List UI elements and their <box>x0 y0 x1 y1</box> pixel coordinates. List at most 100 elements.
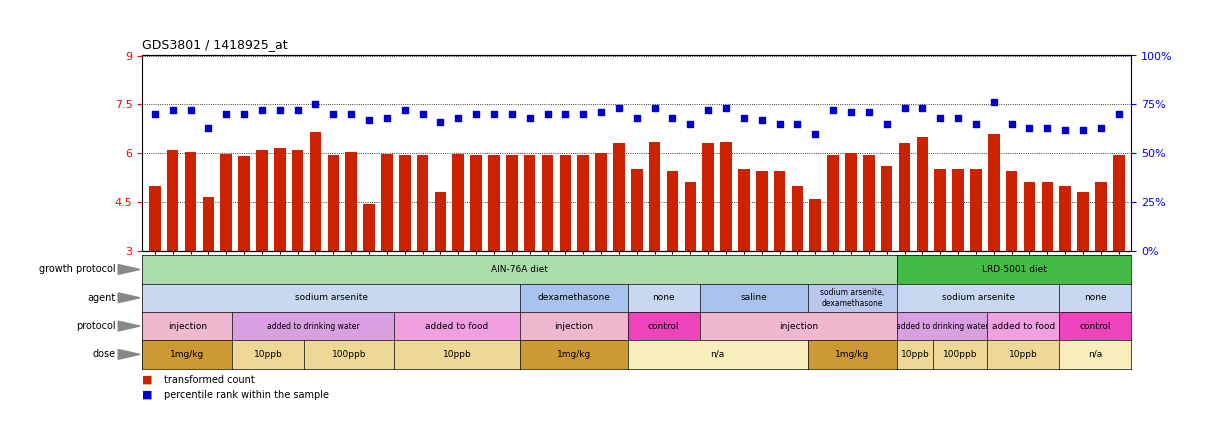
Bar <box>203 197 215 251</box>
Point <box>806 130 825 137</box>
Text: transformed count: transformed count <box>164 375 254 385</box>
Bar <box>560 155 572 251</box>
Point <box>306 101 326 108</box>
Text: dose: dose <box>93 349 116 359</box>
Point <box>181 107 200 114</box>
Point <box>663 115 683 122</box>
Text: added to drinking water: added to drinking water <box>267 321 359 331</box>
Bar <box>507 155 517 251</box>
Bar <box>1006 171 1018 251</box>
Bar <box>667 171 678 251</box>
Point <box>645 105 665 112</box>
Text: LRD-5001 diet: LRD-5001 diet <box>982 265 1047 274</box>
Text: ■: ■ <box>142 390 153 400</box>
Point <box>734 115 754 122</box>
Text: n/a: n/a <box>710 350 725 359</box>
Point <box>966 120 985 127</box>
Bar <box>328 155 339 251</box>
Point <box>895 105 914 112</box>
Point <box>217 111 236 118</box>
Bar <box>685 182 696 251</box>
Text: saline: saline <box>740 293 767 302</box>
Bar <box>470 155 482 251</box>
Bar <box>988 134 1000 251</box>
Point <box>341 111 361 118</box>
Text: 1mg/kg: 1mg/kg <box>557 350 591 359</box>
Text: added to food: added to food <box>426 321 488 331</box>
Point <box>824 107 843 114</box>
Text: control: control <box>648 321 679 331</box>
Bar <box>970 170 982 251</box>
Point <box>449 115 468 122</box>
Text: agent: agent <box>88 293 116 303</box>
Bar <box>649 142 661 251</box>
Text: n/a: n/a <box>1088 350 1102 359</box>
Point <box>627 115 646 122</box>
Point <box>163 107 182 114</box>
Bar <box>613 143 625 251</box>
Point <box>288 107 308 114</box>
Bar <box>827 155 839 251</box>
Bar <box>738 170 750 251</box>
Point <box>859 109 878 116</box>
Point <box>377 115 397 122</box>
Text: added to drinking water: added to drinking water <box>896 321 989 331</box>
Bar <box>239 156 250 251</box>
Text: 100ppb: 100ppb <box>332 350 367 359</box>
Point <box>1055 126 1075 133</box>
Bar <box>578 155 589 251</box>
Point <box>396 107 415 114</box>
Point <box>716 105 736 112</box>
Point <box>609 105 628 112</box>
Bar <box>523 155 535 251</box>
Text: 1mg/kg: 1mg/kg <box>170 350 204 359</box>
Point <box>467 111 486 118</box>
Text: 10ppb: 10ppb <box>901 350 930 359</box>
Text: 10ppb: 10ppb <box>1009 350 1037 359</box>
Point <box>431 119 450 126</box>
Bar <box>1059 186 1071 251</box>
Bar <box>880 166 892 251</box>
Bar <box>1095 182 1107 251</box>
Point <box>574 111 593 118</box>
Point <box>680 120 699 127</box>
Point <box>199 124 218 131</box>
Bar <box>596 153 607 251</box>
Bar <box>399 155 410 251</box>
Bar <box>809 199 821 251</box>
Text: AIN-76A diet: AIN-76A diet <box>492 265 549 274</box>
Text: GDS3801 / 1418925_at: GDS3801 / 1418925_at <box>142 38 288 51</box>
Bar <box>221 154 232 251</box>
Text: none: none <box>1084 293 1107 302</box>
Point <box>1002 120 1021 127</box>
Point <box>931 115 950 122</box>
Bar <box>256 150 268 251</box>
Bar <box>917 137 929 251</box>
Point <box>1020 124 1040 131</box>
Bar <box>791 186 803 251</box>
Point <box>556 111 575 118</box>
Point <box>412 111 432 118</box>
Bar <box>185 151 197 251</box>
Text: ■: ■ <box>142 375 153 385</box>
Bar <box>1042 182 1053 251</box>
Bar <box>345 151 357 251</box>
Point <box>948 115 967 122</box>
Point <box>270 107 289 114</box>
Text: added to food: added to food <box>991 321 1055 331</box>
Text: sodium arsenite,
dexamethasone: sodium arsenite, dexamethasone <box>820 288 885 308</box>
Text: injection: injection <box>168 321 206 331</box>
Bar <box>541 155 554 251</box>
Point <box>1037 124 1056 131</box>
Text: control: control <box>1079 321 1111 331</box>
Bar <box>310 132 321 251</box>
Bar <box>774 171 785 251</box>
Point <box>359 116 379 123</box>
Point <box>913 105 932 112</box>
Point <box>520 115 539 122</box>
Bar <box>953 170 964 251</box>
Text: protocol: protocol <box>76 321 116 331</box>
Point <box>1110 111 1129 118</box>
Text: injection: injection <box>555 321 593 331</box>
Point <box>538 111 557 118</box>
